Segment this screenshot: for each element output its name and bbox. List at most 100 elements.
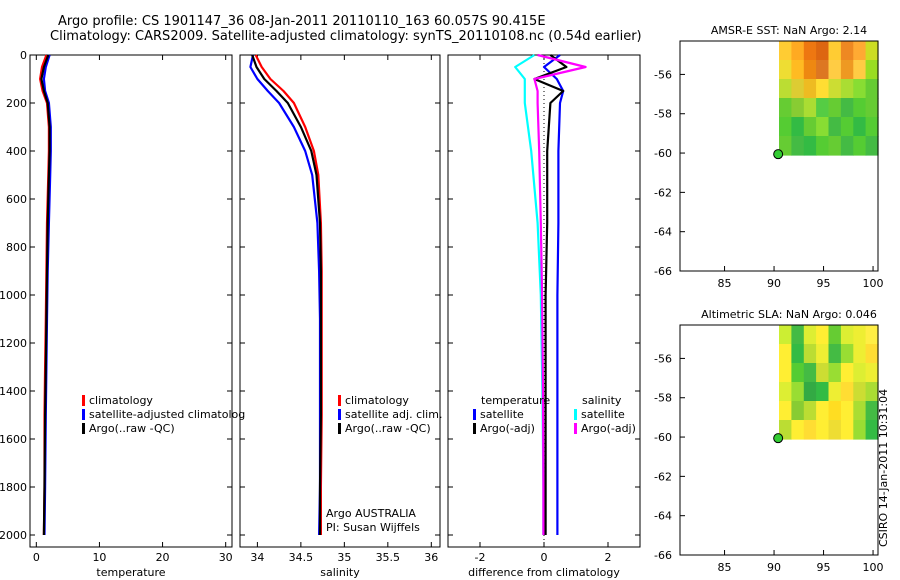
amsr_sst-heatmap-cell [779,117,792,137]
amsr_sst-heatmap-cell [853,60,867,80]
amsr_sst-heatmap-cell [865,117,879,137]
difference-salinity-legend-label: Argo(-adj) [581,422,636,435]
altimetric_sla-heatmap-cell [865,420,879,440]
depth-tick-label: 0 [20,49,27,62]
altimetric_sla-heatmap-cell [828,363,842,383]
amsr_sst-heatmap-cell [779,79,792,99]
difference-temperature-legend-label: Argo(-adj) [480,422,535,435]
amsr_sst-ytick-label: -66 [654,265,672,278]
depth-tick-label: 400 [6,145,27,158]
altimetric_sla-heatmap-cell [803,382,817,402]
amsr_sst-xtick-label: 95 [817,277,831,290]
salinity-legend-label: satellite adj. clim. [345,408,442,421]
amsr_sst-heatmap-cell [828,60,842,80]
difference-xtick-label: -2 [475,551,486,564]
amsr_sst-heatmap-cell [816,98,830,118]
amsr_sst-heatmap-cell [779,41,792,61]
altimetric_sla-argo-position-marker [773,433,784,444]
amsr_sst-ytick-label: -64 [654,226,672,239]
amsr_sst-heatmap-cell [816,117,830,137]
altimetric_sla-heatmap-cell [791,401,805,421]
amsr_sst-heatmap-cell [828,98,842,118]
altimetric_sla-title: Altimetric SLA: NaN Argo: 0.046 [701,308,877,321]
amsr_sst-ytick-label: -58 [654,108,672,121]
altimetric_sla-heatmap-cell [816,382,830,402]
altimetric_sla-heatmap-cell [865,325,879,345]
altimetric_sla-heatmap-cell [816,344,830,364]
amsr_sst-heatmap-cell [779,60,792,80]
salinity-xaxis-label: salinity [320,566,360,579]
altimetric_sla-heatmap-cell [779,420,792,440]
salinity-legend-label: Argo(..raw -QC) [345,422,431,435]
amsr_sst-heatmap-cell [816,136,830,156]
depth-tick-label: 1400 [0,385,27,398]
salinity-axes-frame [239,54,441,548]
amsr_sst-heatmap-cell [853,79,867,99]
altimetric_sla-heatmap-cell [791,344,805,364]
altimetric_sla-xtick-label: 95 [817,561,831,574]
altimetric_sla-heatmap-cell [828,344,842,364]
altimetric_sla-heatmap-cell [853,401,867,421]
amsr_sst-xtick-label: 85 [718,277,732,290]
amsr_sst-heatmap-cell [865,98,879,118]
amsr_sst-heatmap-cell [865,60,879,80]
figure-title-line1: Argo profile: CS 1901147_36 08-Jan-2011 … [58,14,546,29]
amsr_sst-heatmap-cell [828,117,842,137]
altimetric_sla-heatmap-cell [840,382,854,402]
amsr_sst-ytick-label: -60 [654,147,672,160]
amsr_sst-title: AMSR-E SST: NaN Argo: 2.14 [711,24,867,37]
amsr_sst-ytick-label: -56 [654,68,672,81]
amsr_sst-heatmap-cell [803,117,817,137]
depth-tick-label: 600 [6,193,27,206]
altimetric_sla-heatmap-cell [791,363,805,383]
amsr_sst-heatmap-cell [865,79,879,99]
amsr_sst-heatmap-cell [791,60,805,80]
difference-legend-heading-salinity: salinity [582,394,622,407]
amsr_sst-heatmap-cell [865,136,879,156]
altimetric_sla-heatmap-cell [840,344,854,364]
difference-xtick-label: 0 [541,551,548,564]
amsr_sst-heatmap-cell [791,117,805,137]
figure-title-line2: Climatology: CARS2009. Satellite-adjuste… [50,29,642,44]
amsr_sst-heatmap-cell [828,136,842,156]
temperature-series-argo-raw-qc- [40,54,51,536]
amsr_sst-heatmap-cell [853,41,867,61]
altimetric_sla-heatmap-cell [828,325,842,345]
amsr_sst-heatmap-cell [828,79,842,99]
salinity-series-climatology [254,54,323,535]
salinity-legend-label: climatology [345,394,409,407]
altimetric_sla-heatmap-cell [779,401,792,421]
altimetric_sla-axes-frame [679,324,879,556]
amsr_sst-heatmap-cell [865,41,879,61]
difference-series-temperature-satellite [542,54,565,535]
amsr_sst-heatmap-cell [853,136,867,156]
depth-tick-label: 1000 [0,289,27,302]
amsr_sst-heatmap-cell [853,117,867,137]
depth-tick-label: 200 [6,97,27,110]
altimetric_sla-heatmap-cell [779,325,792,345]
altimetric_sla-heatmap-cell [865,363,879,383]
amsr_sst-heatmap-cell [791,98,805,118]
altimetric_sla-heatmap-cell [853,363,867,383]
difference-salinity-legend-swatch [574,409,577,420]
amsr_sst-axes-frame [679,40,879,272]
altimetric_sla-ytick-label: -62 [654,470,672,483]
altimetric_sla-heatmap-cell [779,382,792,402]
salinity-xtick-label: 35.5 [376,551,401,564]
difference-xaxis-label: difference from climatology [468,566,620,579]
amsr_sst-heatmap-cell [816,79,830,99]
difference-temperature-legend-swatch [473,409,476,420]
amsr_sst-heatmap-cell [840,136,854,156]
altimetric_sla-ytick-label: -56 [654,352,672,365]
temperature-legend-swatch [82,409,85,420]
altimetric_sla-heatmap-cell [791,325,805,345]
temperature-xtick-label: 0 [33,551,40,564]
altimetric_sla-heatmap-cell [816,363,830,383]
salinity-legend-swatch [338,423,341,434]
amsr_sst-heatmap-cell [816,60,830,80]
difference-series-salinity-argo-adj- [533,53,587,535]
altimetric_sla-ytick-label: -64 [654,510,672,523]
altimetric_sla-heatmap-cell [779,363,792,383]
amsr_sst-heatmap-cell [840,117,854,137]
